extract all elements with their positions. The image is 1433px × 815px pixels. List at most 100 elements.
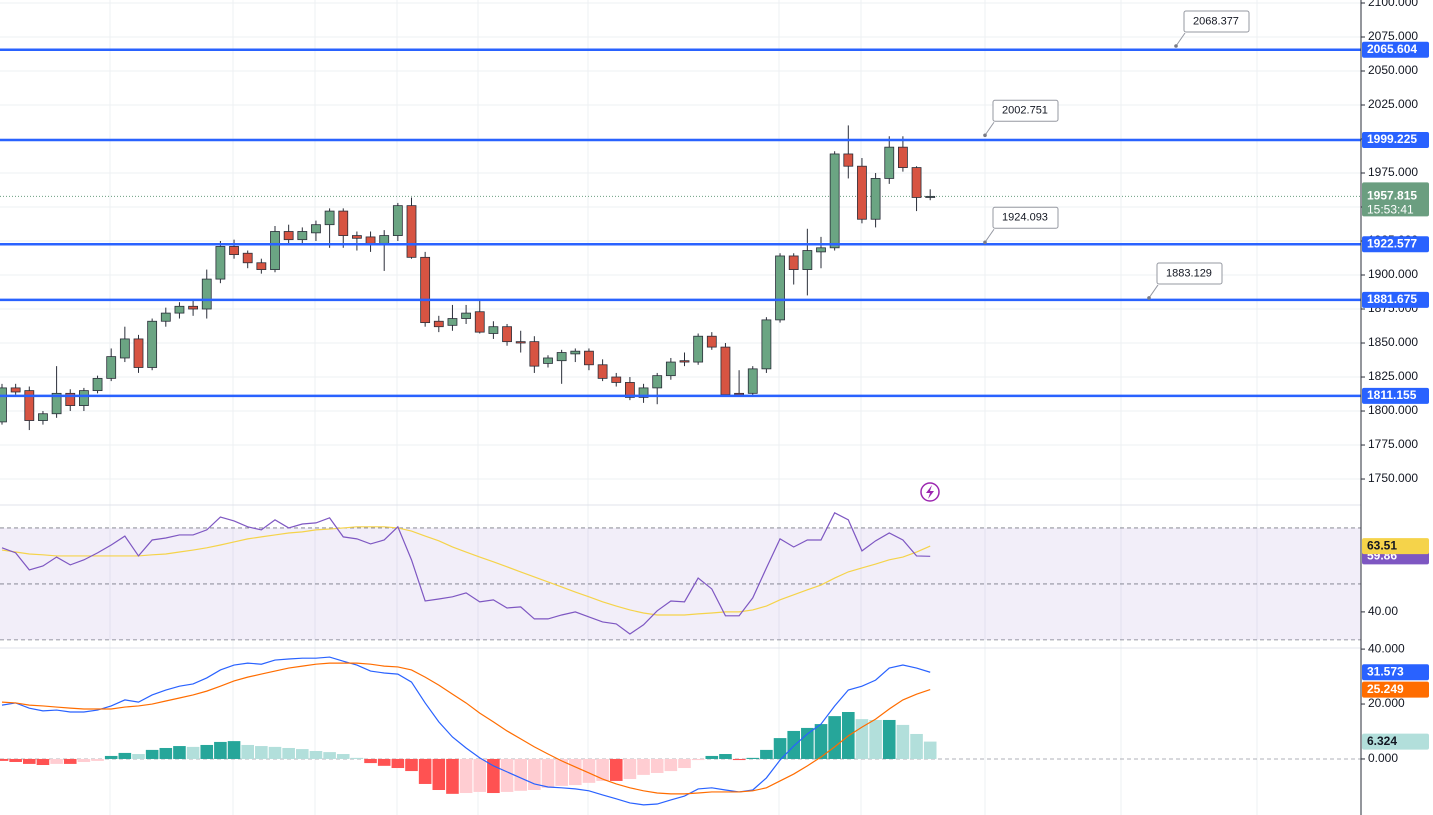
callout-label: 1883.129: [1166, 267, 1212, 279]
level-price-label: 1881.675: [1367, 292, 1417, 306]
candle-body: [611, 376, 622, 383]
y-tick-label: 1975.000: [1368, 165, 1418, 179]
callout-label: 2002.751: [1002, 105, 1048, 117]
candle-body: [174, 305, 185, 314]
histogram-bar: [23, 758, 36, 764]
candle-body: [24, 390, 35, 421]
histogram-bar: [405, 758, 418, 772]
candle-body: [447, 318, 458, 326]
candle-body: [324, 210, 335, 226]
candle-body: [147, 320, 158, 368]
histogram-bar: [569, 758, 582, 786]
level-price-label-bg: [1362, 236, 1429, 253]
histogram-bar: [500, 758, 514, 792]
candle-body: [843, 153, 854, 167]
histogram-bar: [391, 758, 405, 769]
candle-body: [79, 390, 89, 406]
histogram-bar: [691, 758, 705, 761]
callout-pointer: [984, 121, 995, 136]
y-tick-label: 1800.000: [1368, 403, 1418, 417]
histogram-bar: [132, 754, 145, 759]
histogram-bar: [596, 758, 609, 781]
histogram-bar: [650, 758, 664, 773]
candle-body: [119, 338, 130, 359]
y-tick-label: 40.00: [1368, 604, 1398, 618]
histogram-bar: [828, 716, 841, 759]
candle-body: [898, 146, 908, 168]
candle-body: [597, 364, 608, 379]
histogram-bar: [678, 758, 691, 769]
candle-body: [420, 256, 431, 324]
candle-body: [665, 361, 676, 377]
histogram-bar: [773, 738, 787, 759]
level-price-label: 1999.225: [1367, 132, 1417, 146]
candle-body: [857, 165, 867, 220]
candle-body: [515, 341, 526, 344]
callout-label: 1924.093: [1002, 212, 1048, 224]
candle-body: [229, 246, 239, 256]
histogram-bar: [869, 719, 882, 759]
histogram-bar: [910, 733, 923, 759]
indicator-line: [1, 662, 931, 795]
level-price-label: 2065.604: [1367, 42, 1417, 56]
candle-body: [433, 320, 444, 328]
y-tick-label: 0.000: [1368, 751, 1398, 765]
histogram-bar: [350, 757, 364, 759]
histogram-bar: [323, 752, 336, 759]
histogram-bar: [0, 758, 9, 761]
candle-body: [38, 413, 48, 421]
candle-body: [297, 231, 308, 241]
callout-anchor: [1147, 296, 1151, 300]
callout-box: [992, 206, 1059, 229]
y-tick-label: 2075.000: [1368, 29, 1418, 43]
candle-body: [351, 235, 362, 239]
candle-body: [270, 231, 280, 270]
histogram-bar: [664, 758, 678, 772]
level-price-label-bg: [1362, 132, 1429, 149]
histogram-bar: [623, 758, 637, 780]
y-tick-label: 1825.000: [1368, 369, 1418, 383]
candle-body: [788, 255, 799, 270]
histogram-bar: [746, 757, 760, 759]
histogram-value-label-bg: [1362, 733, 1429, 750]
candle-body: [802, 250, 813, 270]
candle-body: [365, 236, 376, 245]
candle-body: [734, 392, 744, 396]
histogram-bar: [268, 746, 282, 759]
lightning-icon[interactable]: [920, 482, 940, 502]
callout-box: [1156, 262, 1223, 285]
histogram-bar: [227, 741, 241, 759]
histogram-bar: [377, 758, 391, 766]
callout-anchor: [983, 240, 987, 245]
candle-body: [884, 146, 895, 179]
y-tick-label: 2050.000: [1368, 63, 1418, 77]
candle-body: [502, 326, 512, 343]
candle-body: [584, 350, 594, 366]
candle-body: [10, 387, 21, 393]
histogram-bar: [91, 758, 104, 761]
countdown-label: 15:53:41: [1367, 203, 1414, 217]
histogram-bar: [719, 754, 732, 759]
candle-body: [392, 205, 403, 236]
callout-anchor: [1174, 44, 1178, 48]
histogram-bar: [787, 730, 800, 759]
y-tick-label: 40.000: [1368, 641, 1405, 655]
histogram-bar: [446, 758, 459, 794]
indicator-value-label-bg: [1362, 538, 1429, 555]
indicator-line: [1, 512, 931, 635]
histogram-bar: [637, 758, 650, 775]
histogram-bar: [173, 746, 186, 759]
histogram-bar: [705, 755, 719, 759]
histogram-bar: [732, 758, 746, 761]
candle-body: [242, 252, 253, 264]
candle-body: [543, 357, 553, 364]
candle-body: [720, 346, 731, 396]
histogram-bar: [309, 751, 323, 759]
candle-body: [65, 392, 76, 406]
histogram-bar: [760, 749, 773, 759]
histogram-bar: [896, 724, 910, 759]
callout-pointer: [1148, 284, 1159, 299]
